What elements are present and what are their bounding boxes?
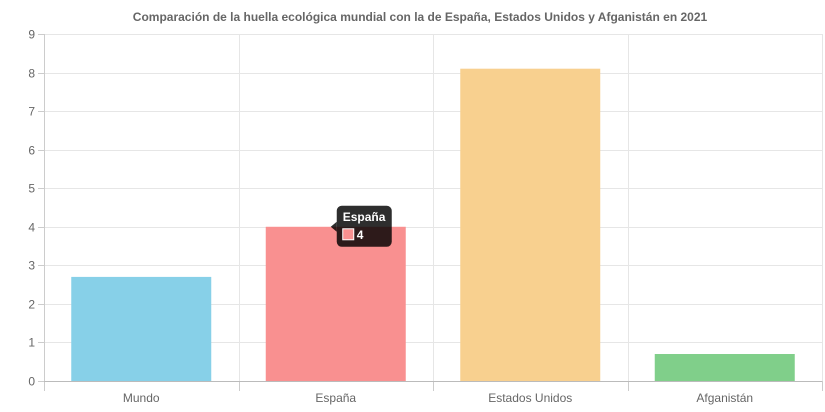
bar-mundo bbox=[71, 276, 212, 381]
tooltip-title: España bbox=[343, 210, 386, 224]
y-tick-label: 8 bbox=[28, 67, 35, 81]
bars bbox=[71, 68, 795, 381]
tooltip-caret bbox=[330, 221, 337, 232]
x-axis-ticks: Mundo España Estados Unidos Afganistán bbox=[44, 381, 823, 405]
x-tick-label: Afganistán bbox=[696, 391, 753, 405]
y-tick-label: 1 bbox=[28, 336, 35, 350]
chart-title: Comparación de la huella ecológica mundi… bbox=[133, 10, 708, 24]
bar-estados-unidos bbox=[460, 68, 601, 381]
y-tick-label: 3 bbox=[28, 259, 35, 273]
y-tick-label: 4 bbox=[28, 221, 35, 235]
bar-afganistán bbox=[654, 354, 795, 381]
axes bbox=[44, 34, 822, 382]
x-tick-label: Mundo bbox=[123, 391, 160, 405]
grid-lines bbox=[44, 34, 823, 381]
tooltip: España 4 bbox=[330, 205, 392, 247]
y-tick-label: 9 bbox=[28, 28, 35, 42]
y-tick-label: 6 bbox=[28, 144, 35, 158]
y-axis-ticks: 0 1 2 3 4 5 6 7 8 9 bbox=[28, 28, 44, 389]
y-tick-label: 0 bbox=[28, 375, 35, 389]
x-tick-label: España bbox=[315, 391, 356, 405]
tooltip-value: 4 bbox=[357, 228, 364, 242]
bar-españa bbox=[265, 226, 406, 381]
tooltip-color-swatch bbox=[342, 228, 355, 241]
x-tick-label: Estados Unidos bbox=[488, 391, 572, 405]
y-tick-label: 2 bbox=[28, 298, 35, 312]
y-tick-label: 7 bbox=[28, 105, 35, 119]
y-tick-label: 5 bbox=[28, 182, 35, 196]
